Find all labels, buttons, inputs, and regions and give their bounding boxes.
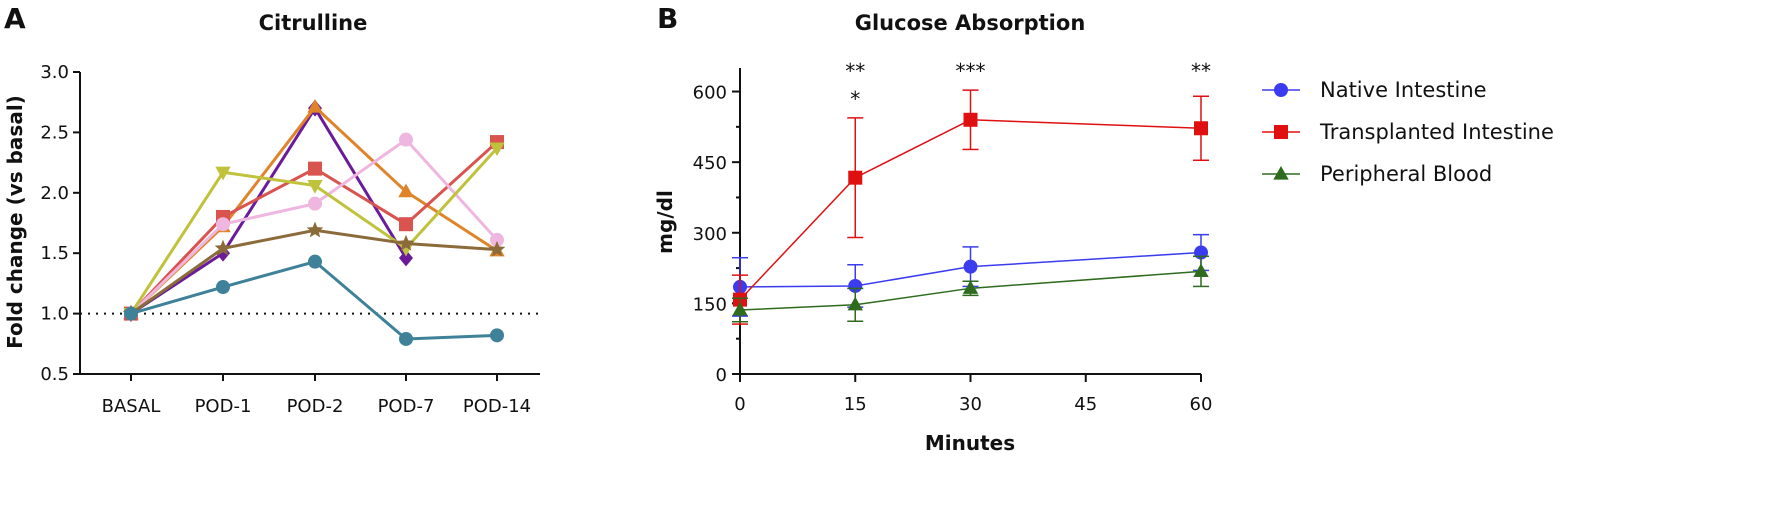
panel-b-title: Glucose Absorption [855,11,1086,35]
panel-a-point [490,232,504,247]
panel-b-legend: Native Intestine Transplanted Intestine Pe… [1262,78,1554,186]
panel-a-point [399,249,413,267]
panel-a-point [307,179,323,194]
panel-a-y-tick-label: 3.0 [40,62,69,83]
panel-a-point [399,132,413,147]
panel-b-y-tick-label: 300 [693,224,727,245]
panel-a-x-tick-label: POD-14 [463,396,531,417]
panel-b-point [1194,121,1208,136]
panel-b-y-tick-label: 0 [716,365,727,386]
panel-b-y-axis-label: mg/dl [653,190,677,254]
panel-b-point [963,112,978,127]
panel-a-point [124,306,138,321]
panel-a-x-tick-label: POD-2 [287,396,344,417]
panel-a-point [306,221,324,238]
panel-b-letter: B [657,2,678,35]
panel-b-point [848,278,863,293]
panel-a-y-tick-label: 2.5 [40,122,69,143]
panel-a-plot: 0.5 1.0 1.5 2.0 2.5 3.0 BASAL POD-1 POD-2 POD-7 PO… [40,62,540,417]
legend-marker [1274,125,1288,139]
panel-a-y-axis-label: Fold change (vs basal) [3,95,27,349]
legend-label: Transplanted Intestine [1319,120,1554,144]
panel-a-point [308,161,322,176]
panel-a-y-tick-label: 2.0 [40,183,69,204]
panel-b-x-axis-label: Minutes [925,431,1015,455]
panel-a-point [215,166,231,181]
panel-a-point [490,328,504,343]
panel-a-point [399,217,413,232]
panel-b-significance-label: ** [845,59,865,83]
panel-a-point [488,240,506,257]
legend-label: Native Intestine [1320,78,1487,102]
panel-a-point [216,280,230,295]
panel-b-y-tick-label: 600 [693,83,727,104]
panel-b-point [848,170,863,185]
panel-b-series-line [739,119,1202,301]
panel-b-x-tick-label: 60 [1190,394,1213,415]
panel-b-series-line [739,270,1202,311]
panel-b-significance-label: ** [1191,59,1211,83]
panel-a-point [214,239,232,256]
panel-b-x-tick-label: 45 [1074,394,1097,415]
panel-a-title: Citrulline [259,11,368,35]
panel-a-x-tick-label: POD-1 [195,396,252,417]
legend-marker [1274,83,1288,97]
panel-b-significance-label: *** [956,59,986,83]
panel-a-y-tick-label: 1.5 [40,243,69,264]
panel-a-point [216,217,230,232]
legend-marker [1273,165,1289,180]
panel-b-y-tick-label: 150 [693,294,727,315]
panel-b-y-tick-label: 450 [693,153,727,174]
panel-b-point [962,280,979,294]
panel-a-letter: A [4,2,26,35]
panel-a-x-tick-label: BASAL [102,396,161,417]
panel-a-point [398,183,414,198]
panel-b-x-tick-label: 15 [844,394,867,415]
panel-b-point [847,296,863,311]
panel-a-point [307,98,323,113]
panel-a-y-tick-label: 0.5 [40,364,69,385]
panel-a-point [308,196,322,211]
panel-b-point [1193,263,1209,277]
panel-a-point [399,331,413,346]
panel-b-point [963,259,978,274]
panel-b-x-tick-label: 30 [959,394,982,415]
panel-b-significance-label: * [850,87,860,111]
panel-b-x-tick-label: 0 [734,394,745,415]
panel-b-point [732,301,748,316]
panel-a-point [489,142,505,157]
panel-a-y-tick-label: 1.0 [40,304,69,325]
panel-a-series-line [130,228,498,315]
panel-a-x-tick-label: POD-7 [378,396,435,417]
panel-a-point [397,234,415,251]
legend-label: Peripheral Blood [1320,162,1492,186]
panel-a-point [308,254,322,269]
panel-a-series-line [130,105,408,315]
panel-b-series-line [739,251,1202,288]
